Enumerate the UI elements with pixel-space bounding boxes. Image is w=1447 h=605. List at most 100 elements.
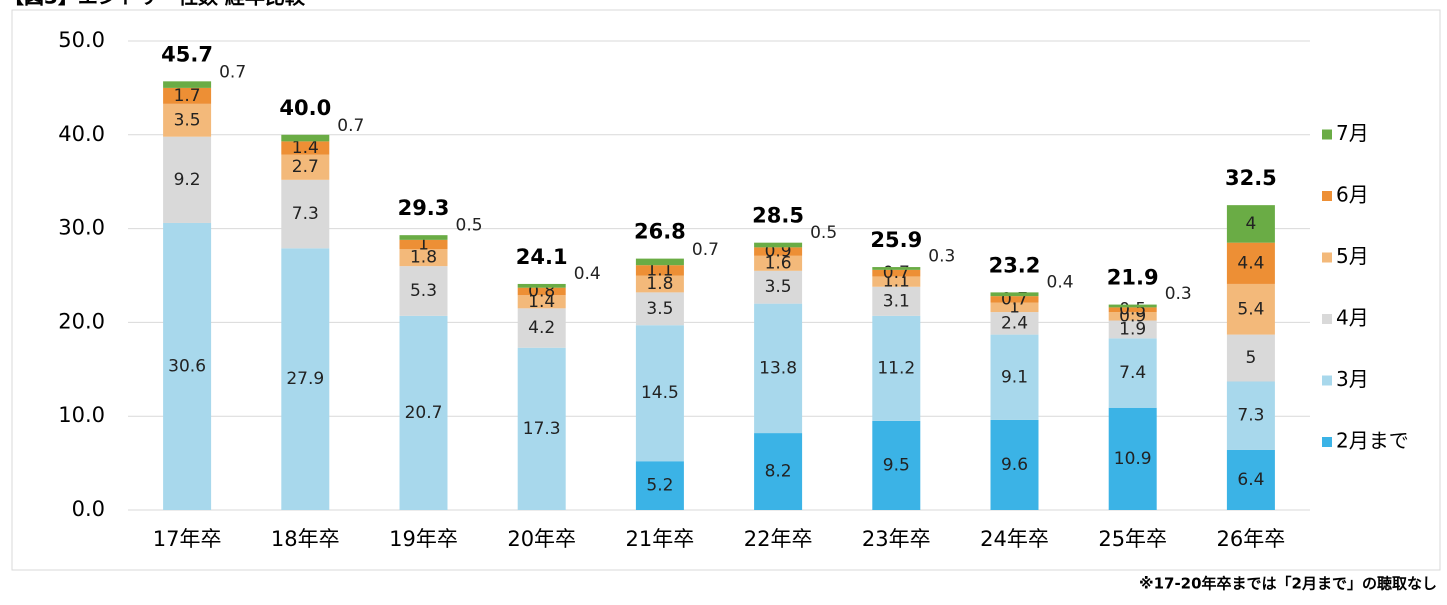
bar-segment [517,283,566,288]
bar-segment [754,255,803,271]
bar-segment [1108,312,1157,321]
bar-segment [635,265,684,276]
data-label: 4.2 [528,318,555,338]
x-tick-label: 18年卒 [271,527,340,551]
total-label: 28.5 [752,204,804,228]
data-label: 5.3 [410,281,437,301]
bar-segment [1108,307,1157,313]
x-tick-label: 21年卒 [626,527,695,551]
legend-label: 2月まで [1336,429,1409,453]
data-label: 1 [1009,297,1020,317]
total-label: 32.5 [1225,166,1277,190]
bar-segment [872,267,921,270]
chart-border [11,9,1441,571]
bar-segment [872,315,921,421]
data-label: 9.5 [883,455,910,475]
y-tick-label: 20.0 [58,309,105,333]
bar-segment [1108,407,1157,510]
data-label: 9.1 [1001,367,1028,387]
data-label: 5.2 [646,476,673,496]
bar-segment [399,235,448,240]
bar-segment [517,295,566,309]
legend-label: 5月 [1336,244,1369,268]
legend-swatch [1322,252,1332,263]
data-label: 0.7 [692,240,719,260]
data-label: 3.5 [646,299,673,319]
bar-segment [163,222,212,511]
footnote: ※17-20年卒までは「2月まで」の聴取なし [1139,575,1437,593]
y-tick-label: 10.0 [58,403,105,427]
bar-segment [163,87,212,104]
data-label: 14.5 [641,383,679,403]
data-label: 20.7 [405,403,443,423]
legend-label: 6月 [1336,183,1369,207]
bar-segment [1226,205,1275,243]
bar-segment [1226,283,1275,335]
total-label: 40.0 [279,96,331,120]
data-label: 4.4 [1237,253,1264,273]
bar-segment [990,312,1039,335]
x-tick-label: 19年卒 [389,527,458,551]
bar-segment [635,292,684,326]
bar-segment [281,134,330,142]
data-label: 0.4 [1047,272,1074,292]
bar-segment [754,433,803,510]
data-label: 2.4 [1001,313,1028,333]
bar-segment [1226,381,1275,450]
bar-segment [163,103,212,137]
bar-segment [990,334,1039,420]
data-label: 5 [1245,348,1256,368]
x-tick-label: 22年卒 [744,527,813,551]
data-label: 0.3 [1165,284,1192,304]
data-label: 1.8 [646,274,673,294]
bar-segment [872,286,921,316]
legend-swatch [1322,129,1332,140]
data-label: 0.5 [456,216,483,236]
data-label: 4 [1245,214,1256,234]
bar-segment [990,296,1039,303]
legend-swatch [1322,437,1332,447]
data-label: 13.8 [759,358,797,378]
y-tick-label: 0.0 [72,497,105,521]
data-label: 1.8 [410,248,437,268]
data-label: 17.3 [523,419,561,439]
data-label: 1.4 [528,292,555,312]
data-label: 7.3 [292,204,319,224]
bar-segment [517,287,566,296]
legend-swatch [1322,375,1332,386]
bar-segment [754,303,803,434]
chart-title: 【図3】エントリー社数 経年比較 [4,0,306,9]
data-label: 9.2 [174,170,201,190]
y-tick-label: 30.0 [58,216,105,240]
data-label: 0.5 [1119,300,1146,320]
legend-swatch [1322,191,1332,201]
bar-segment [872,276,921,287]
bar-segment [872,420,921,510]
bar-segment [281,179,330,249]
data-label: 0.7 [883,263,910,283]
data-label: 30.6 [168,356,206,376]
bar-segment [635,325,684,462]
bar-segment [872,269,921,277]
bar-segment [281,141,330,155]
x-tick-label: 24年卒 [980,527,1049,551]
data-label: 1.6 [765,253,792,273]
legend-label: 4月 [1336,306,1369,330]
data-label: 2.7 [292,157,319,177]
data-label: 5.4 [1237,299,1264,319]
data-label: 1.4 [292,138,319,158]
legend-swatch [1322,314,1332,324]
data-label: 3.5 [765,277,792,297]
bar-segment [990,419,1039,510]
bar-segment [990,292,1039,297]
data-label: 3.1 [883,291,910,311]
data-label: 27.9 [286,369,324,389]
bar-segment [990,302,1039,313]
total-label: 45.7 [161,42,213,66]
total-label: 29.3 [398,196,450,220]
data-label: 0.3 [928,246,955,266]
bar-segment [635,258,684,266]
bar-segment [1108,338,1157,408]
bar-segment [163,136,212,223]
